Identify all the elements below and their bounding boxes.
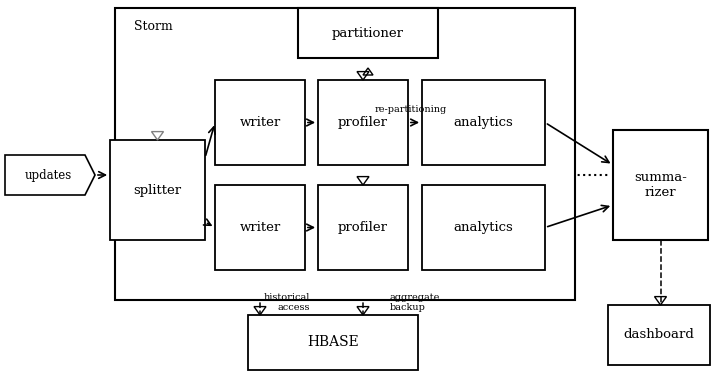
Text: partitioner: partitioner <box>332 27 404 40</box>
Text: updates: updates <box>24 169 71 181</box>
Text: splitter: splitter <box>134 184 181 196</box>
Bar <box>318 80 408 165</box>
Text: analytics: analytics <box>453 116 513 129</box>
Bar <box>422 185 545 270</box>
Bar <box>248 315 418 370</box>
Bar <box>110 140 205 240</box>
Bar <box>215 185 305 270</box>
Bar <box>298 8 438 58</box>
Text: summa-
rizer: summa- rizer <box>634 171 687 199</box>
Bar <box>318 185 408 270</box>
Bar <box>215 80 305 165</box>
Text: analytics: analytics <box>453 221 513 234</box>
Bar <box>608 305 710 365</box>
Text: profiler: profiler <box>338 116 388 129</box>
Bar <box>115 8 575 300</box>
Bar <box>422 80 545 165</box>
Text: writer: writer <box>239 221 281 234</box>
Text: historical
access: historical access <box>263 293 310 312</box>
Text: Storm: Storm <box>134 20 173 33</box>
Text: re-partitioning: re-partitioning <box>375 105 447 114</box>
Bar <box>613 130 708 240</box>
Text: aggregate
backup: aggregate backup <box>390 293 441 312</box>
Text: dashboard: dashboard <box>623 328 695 341</box>
Text: HBASE: HBASE <box>307 335 359 349</box>
Text: profiler: profiler <box>338 221 388 234</box>
Text: writer: writer <box>239 116 281 129</box>
